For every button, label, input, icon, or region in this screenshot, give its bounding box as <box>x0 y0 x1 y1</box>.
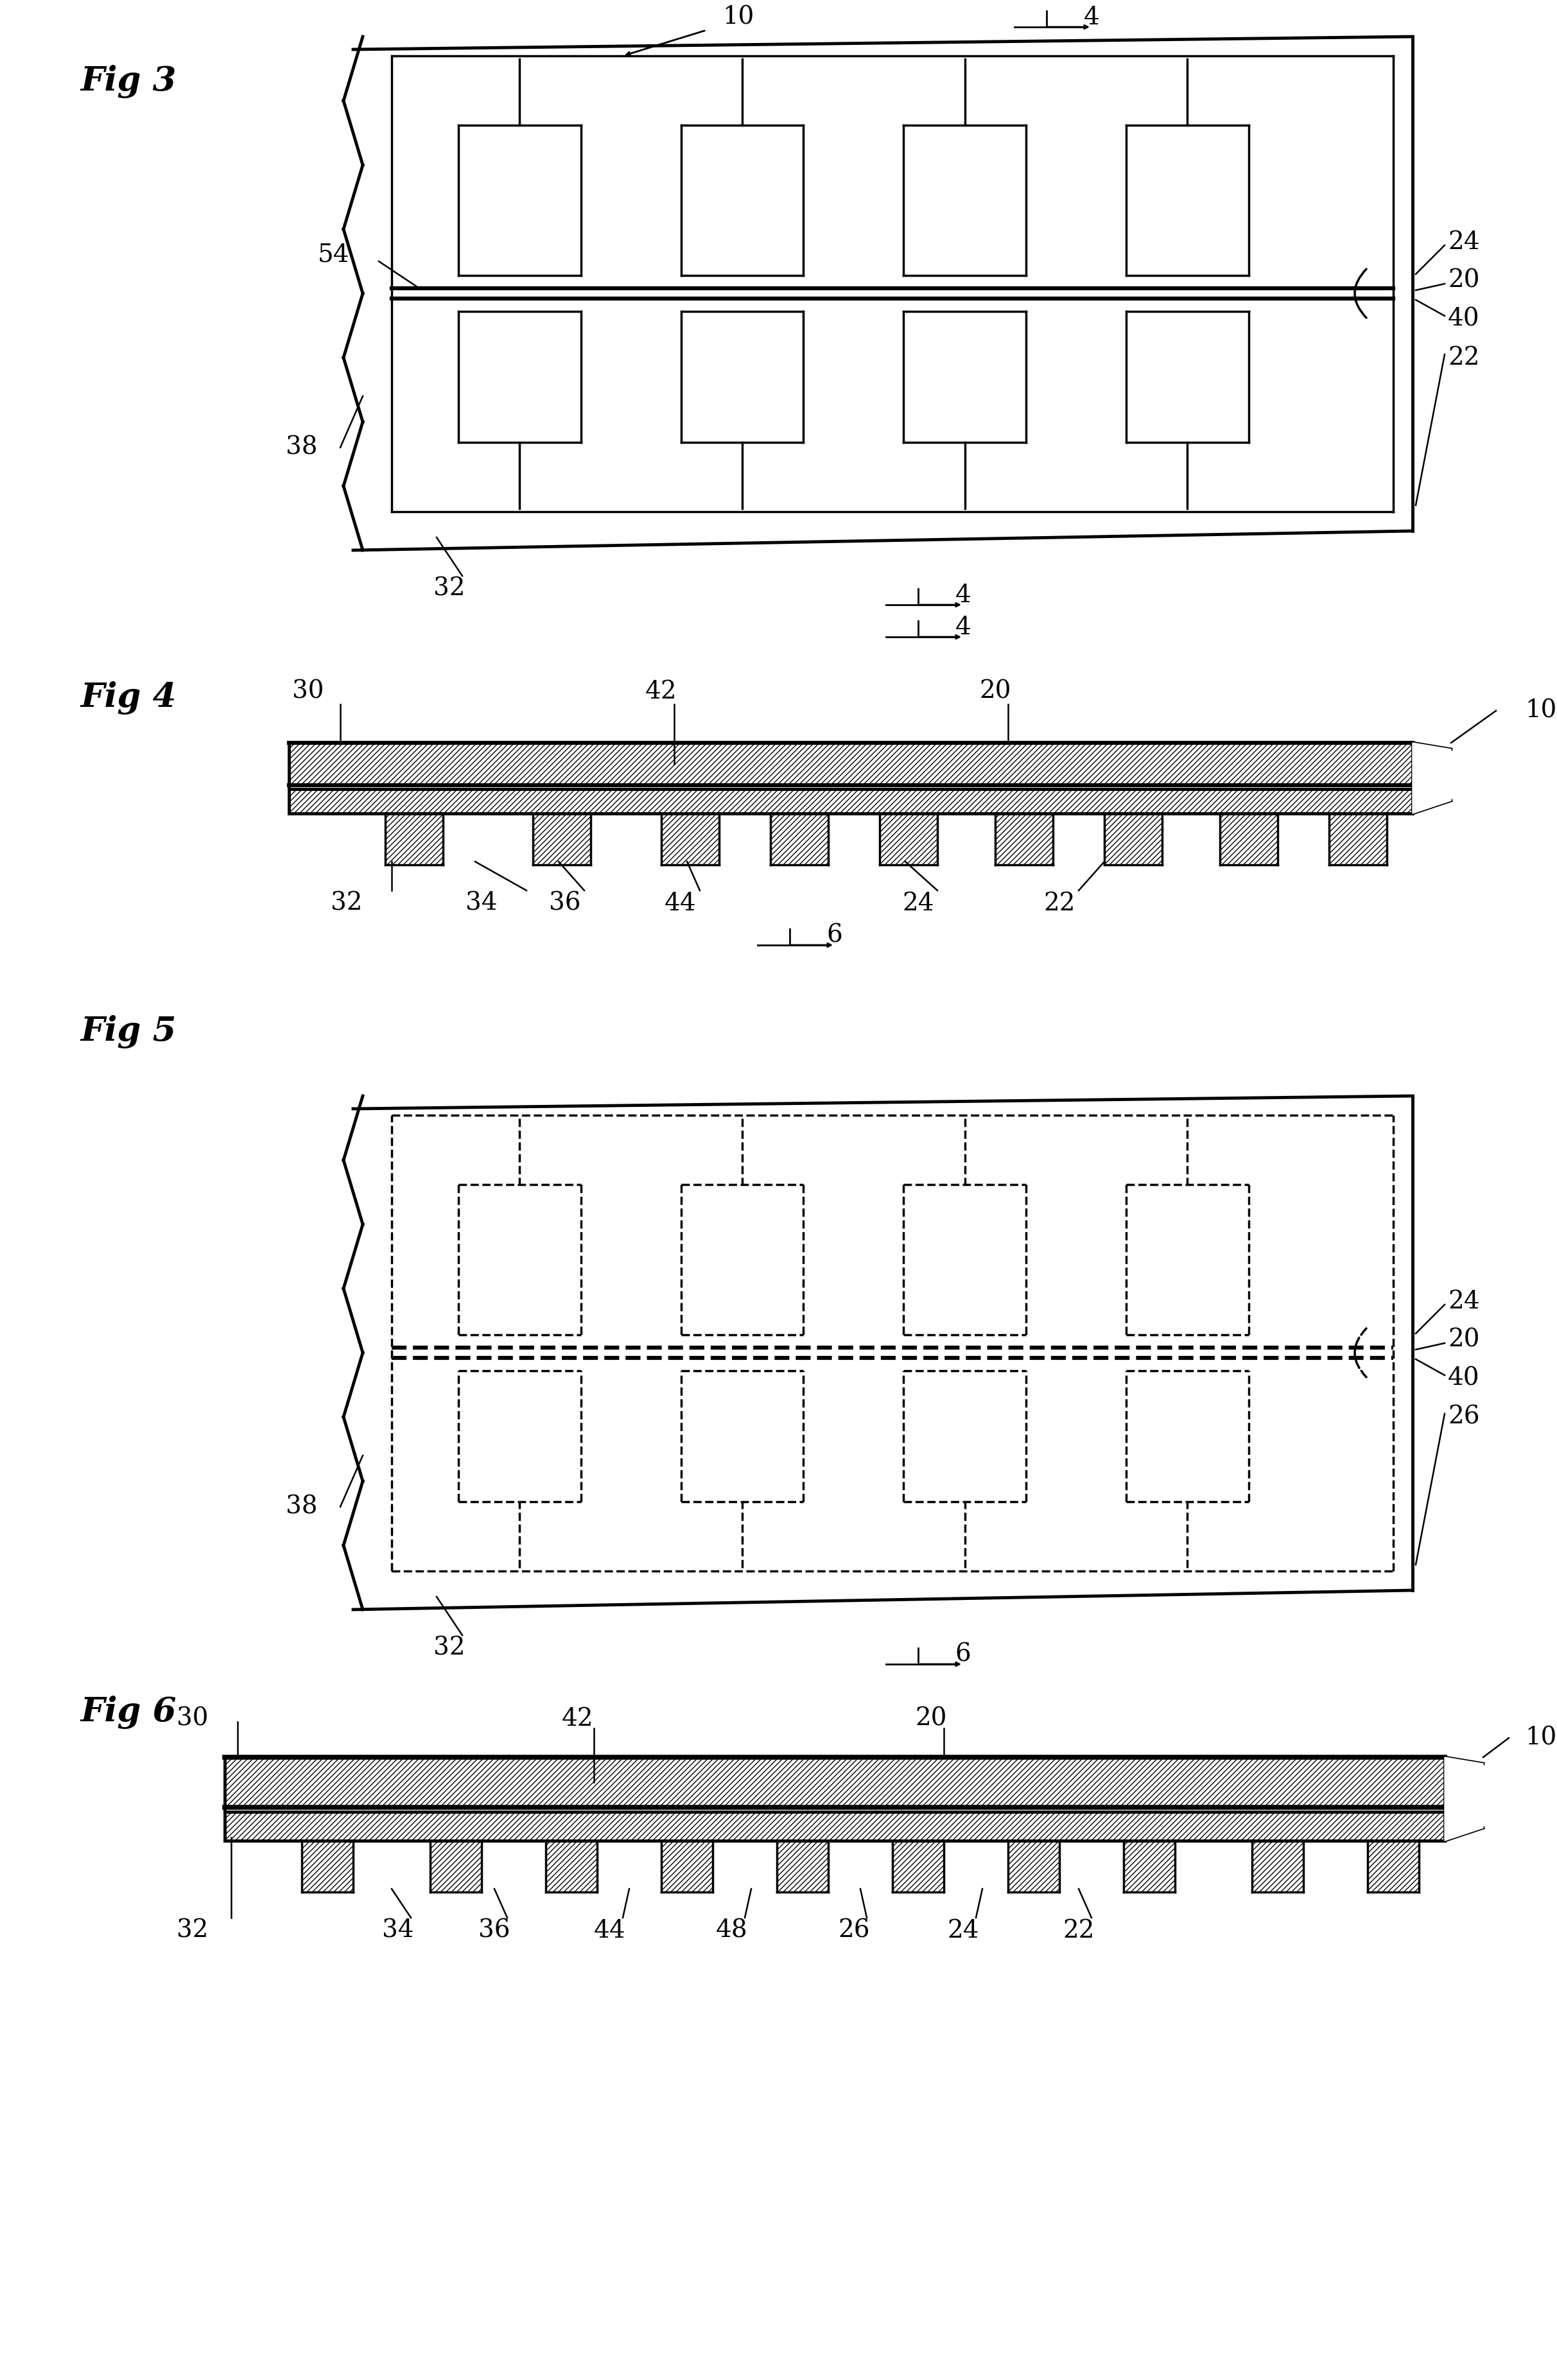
Text: Fig 6: Fig 6 <box>81 1695 176 1728</box>
Text: 34: 34 <box>466 892 498 916</box>
Text: 4: 4 <box>954 616 972 640</box>
Bar <box>1367 1840 1418 1892</box>
Text: 24: 24 <box>902 892 934 916</box>
Text: Fig 5: Fig 5 <box>81 1014 176 1050</box>
Text: 34: 34 <box>381 1918 414 1942</box>
Text: 4: 4 <box>1084 5 1099 29</box>
Bar <box>771 814 828 864</box>
Text: 30: 30 <box>293 681 324 704</box>
Text: 22: 22 <box>1043 892 1076 916</box>
Text: 44: 44 <box>665 892 696 916</box>
Bar <box>880 814 937 864</box>
Bar <box>662 1840 713 1892</box>
Bar <box>1330 814 1387 864</box>
Text: Fig 3: Fig 3 <box>81 64 176 98</box>
Text: 20: 20 <box>1448 269 1479 293</box>
Text: 26: 26 <box>1448 1404 1479 1428</box>
Text: 40: 40 <box>1448 1366 1479 1390</box>
Bar <box>430 1840 481 1892</box>
Text: Fig 4: Fig 4 <box>81 681 176 714</box>
Bar <box>290 743 1412 785</box>
Text: 10: 10 <box>722 5 754 29</box>
Bar <box>1252 1840 1303 1892</box>
Bar <box>290 788 1412 814</box>
Text: 22: 22 <box>1063 1918 1095 1942</box>
Text: 54: 54 <box>318 243 350 267</box>
Bar <box>547 1840 598 1892</box>
Bar <box>224 1811 1445 1840</box>
Text: 22: 22 <box>1448 345 1479 369</box>
Text: 24: 24 <box>1448 231 1479 255</box>
Text: 40: 40 <box>1448 307 1479 331</box>
Text: 30: 30 <box>177 1706 209 1730</box>
Text: 6: 6 <box>954 1642 972 1666</box>
Bar <box>995 814 1053 864</box>
Bar <box>1124 1840 1176 1892</box>
Text: 20: 20 <box>1448 1328 1479 1352</box>
Text: 38: 38 <box>286 436 318 459</box>
Text: 10: 10 <box>1526 1725 1557 1749</box>
Text: 42: 42 <box>562 1706 593 1730</box>
Polygon shape <box>1412 743 1451 814</box>
Bar <box>662 814 719 864</box>
Bar <box>224 1756 1445 1806</box>
Polygon shape <box>1445 1756 1484 1840</box>
Text: 4: 4 <box>954 583 972 607</box>
Bar <box>385 814 444 864</box>
Text: 32: 32 <box>177 1918 209 1942</box>
Text: 6: 6 <box>827 923 842 947</box>
Bar <box>532 814 590 864</box>
Bar <box>892 1840 944 1892</box>
Text: 24: 24 <box>1448 1290 1479 1314</box>
Text: 38: 38 <box>286 1495 318 1518</box>
Bar <box>1104 814 1162 864</box>
Text: 20: 20 <box>979 681 1010 704</box>
Text: 32: 32 <box>330 892 363 916</box>
Bar <box>777 1840 828 1892</box>
Text: 42: 42 <box>646 681 677 704</box>
Text: 10: 10 <box>1526 700 1557 724</box>
Text: 44: 44 <box>593 1918 626 1942</box>
Text: 24: 24 <box>947 1918 979 1942</box>
Text: 20: 20 <box>916 1706 947 1730</box>
Text: 36: 36 <box>550 892 581 916</box>
Text: 32: 32 <box>433 1635 466 1659</box>
Bar <box>302 1840 353 1892</box>
Bar <box>1221 814 1278 864</box>
Text: 26: 26 <box>838 1918 870 1942</box>
Text: 36: 36 <box>478 1918 511 1942</box>
Text: 32: 32 <box>433 576 466 600</box>
Text: 48: 48 <box>716 1918 747 1942</box>
Bar <box>1007 1840 1059 1892</box>
